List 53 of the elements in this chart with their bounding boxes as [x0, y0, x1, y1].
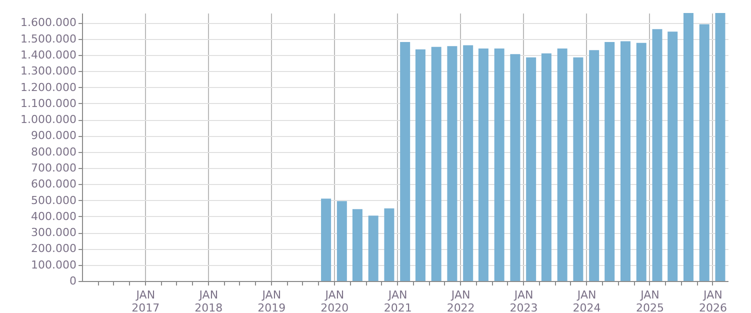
y-tick-label: 400.000 — [31, 210, 76, 223]
bar — [463, 45, 474, 281]
x-tick-label: JAN 2019 — [258, 288, 286, 313]
x-tick-label: JAN 2025 — [636, 288, 664, 313]
x-tick-label: JAN 2023 — [510, 288, 538, 313]
bar — [589, 50, 600, 281]
bar — [683, 13, 694, 281]
x-tick-label: JAN 2018 — [194, 288, 223, 313]
bar — [526, 57, 536, 281]
bar — [368, 216, 378, 281]
bar — [652, 29, 662, 281]
bar — [447, 46, 458, 281]
bar — [321, 198, 332, 281]
y-tick-label: 1.100.000 — [20, 96, 76, 110]
bar — [431, 46, 442, 281]
bar — [541, 53, 552, 281]
y-tick-label: 1.500.000 — [20, 32, 76, 46]
y-tick-label: 1.400.000 — [20, 48, 76, 62]
y-tick-label: 700.000 — [31, 161, 76, 174]
y-tick-label: 0 — [70, 274, 76, 288]
bar — [494, 48, 504, 281]
bar — [604, 42, 615, 281]
x-tick-label: JAN 2024 — [572, 288, 601, 313]
bar — [715, 13, 726, 281]
y-tick-label: 1.000.000 — [20, 113, 76, 126]
bar — [573, 57, 584, 281]
x-tick-label: JAN 2017 — [132, 288, 160, 313]
y-tick-label: 800.000 — [31, 145, 76, 158]
bar — [400, 42, 410, 281]
bar — [620, 41, 630, 281]
x-tick-label: JAN 2022 — [446, 288, 475, 313]
y-tick-label: 200.000 — [31, 242, 76, 256]
bar — [668, 32, 678, 281]
x-tick-label: JAN 2020 — [320, 288, 349, 313]
y-tick-label: 100.000 — [31, 258, 76, 272]
y-tick-label: 300.000 — [31, 226, 76, 240]
bar — [352, 209, 362, 281]
bar — [699, 24, 710, 281]
bar — [415, 49, 426, 281]
bar — [336, 201, 347, 281]
bar — [510, 54, 520, 281]
y-tick-label: 900.000 — [31, 129, 76, 142]
x-tick-label: JAN 2021 — [384, 288, 412, 313]
bar — [557, 48, 568, 281]
bar — [478, 48, 488, 281]
x-tick-label: JAN 2026 — [698, 288, 727, 313]
y-tick-label: 1.600.000 — [20, 16, 76, 30]
y-tick-label: 1.300.000 — [20, 64, 76, 78]
y-tick-label: 600.000 — [31, 178, 76, 191]
bar — [384, 208, 394, 281]
y-tick-label: 500.000 — [31, 194, 76, 207]
y-tick-label: 1.200.000 — [20, 80, 76, 94]
bar — [636, 42, 646, 281]
